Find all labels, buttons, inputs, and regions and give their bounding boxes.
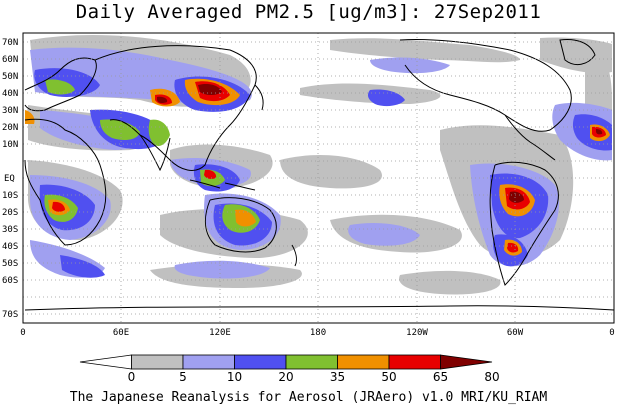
lon-label: 0: [20, 328, 25, 338]
lon-label: 60E: [113, 328, 129, 338]
lat-label: 50S: [2, 259, 18, 269]
colorbar-label: 35: [330, 370, 345, 384]
colorbar: 0 5 10 20 35 50 65 80: [79, 354, 500, 384]
map-frame: [22, 32, 615, 324]
lat-label: EQ: [4, 174, 15, 184]
lat-label: 10N: [2, 140, 18, 150]
lat-label: 20S: [2, 208, 18, 218]
colorbar-label: 80: [484, 370, 499, 384]
lat-label: 10S: [2, 191, 18, 201]
lon-label: 120W: [406, 328, 428, 338]
colorbar-segment: [182, 354, 235, 370]
colorbar-arrow-high: [440, 354, 493, 370]
concentration-field: [25, 35, 612, 295]
longitude-labels: 0 60E 120E 180 120W 60W 0: [20, 328, 614, 338]
colorbar-segment: [388, 354, 441, 370]
map-title: Daily Averaged PM2.5 [ug/m3]: 27Sep2011: [75, 1, 542, 23]
colorbar-label: 20: [278, 370, 293, 384]
colorbar-segment: [234, 354, 287, 370]
lat-label: 40N: [2, 89, 18, 99]
colorbar-arrow-low: [79, 354, 132, 370]
coastlines: [24, 38, 614, 311]
lat-label: 60N: [2, 55, 18, 65]
colorbar-segment: [131, 354, 184, 370]
lat-label: 40S: [2, 242, 18, 252]
footer-credit: The Japanese Reanalysis for Aerosol (JRA…: [69, 390, 548, 405]
colorbar-label: 50: [381, 370, 396, 384]
lon-label: 0: [609, 328, 614, 338]
lon-label: 120E: [209, 328, 231, 338]
lat-label: 30N: [2, 106, 18, 116]
lat-label: 20N: [2, 123, 18, 133]
colorbar-label: 0: [128, 370, 136, 384]
lon-label: 60W: [507, 328, 524, 338]
lat-label: 70N: [2, 38, 18, 48]
lat-label: 70S: [2, 310, 18, 320]
graticule: [23, 33, 614, 323]
colorbar-label: 5: [179, 370, 187, 384]
colorbar-segment: [285, 354, 338, 370]
colorbar-label: 10: [227, 370, 242, 384]
lat-label: 50N: [2, 72, 18, 82]
lat-label: 30S: [2, 225, 18, 235]
lat-label: 60S: [2, 276, 18, 286]
latitude-labels: 70N 60N 50N 40N 30N 20N 10N EQ 10S 20S 3…: [2, 38, 18, 320]
colorbar-label: 65: [433, 370, 448, 384]
colorbar-segment: [337, 354, 390, 370]
lon-label: 180: [310, 328, 326, 338]
